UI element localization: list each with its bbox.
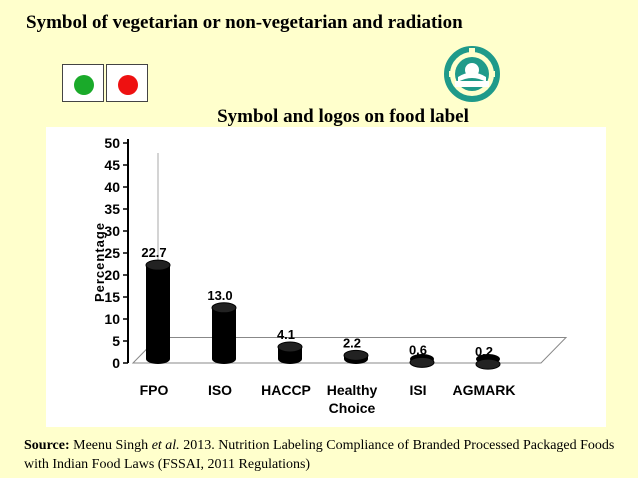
y-tick-label: 50	[104, 135, 120, 151]
slide-title: Symbol of vegetarian or non-vegetarian a…	[26, 12, 463, 33]
bar-top	[343, 349, 369, 361]
y-tick-label: 45	[104, 157, 120, 173]
data-label: 2.2	[343, 335, 361, 350]
bar-base	[146, 354, 170, 364]
x-tick-label: Healthy Choice	[327, 382, 378, 416]
bar-top	[211, 302, 237, 314]
radura-icon	[444, 46, 500, 102]
x-tick-label: ISO	[208, 382, 232, 398]
x-tick-label: HACCP	[261, 382, 311, 398]
bar	[146, 265, 170, 359]
bar-chart: 0 5 10 15 20 25 30 35 40 45 50 22.7 FPO 13.0 ISO 4.1 HA…	[92, 135, 568, 416]
bar-base	[278, 354, 302, 364]
chart-panel: 0 5 10 15 20 25 30 35 40 45 50 22.7 FPO 13.0 ISO 4.1 HA…	[46, 127, 606, 427]
veg-dot-icon	[74, 75, 94, 95]
y-axis-label: Percentage	[92, 222, 107, 302]
bar-top	[145, 259, 171, 271]
bar	[212, 307, 236, 359]
non-veg-symbol	[106, 64, 148, 102]
non-veg-dot-icon	[118, 75, 138, 95]
x-tick-label: AGMARK	[453, 382, 516, 398]
y-tick-label: 35	[104, 201, 120, 217]
data-label: 4.1	[277, 327, 295, 342]
y-tick-label: 5	[112, 333, 120, 349]
x-tick-label: ISI	[409, 382, 426, 398]
bar-top	[277, 341, 303, 353]
source-author: Meenu Singh	[73, 438, 149, 453]
y-tick-label: 40	[104, 179, 120, 195]
source-etal: et al.	[151, 438, 180, 453]
bar-top	[475, 358, 501, 370]
data-label: 22.7	[141, 245, 166, 260]
y-tick-label: 10	[104, 311, 120, 327]
data-label: 13.0	[207, 288, 232, 303]
y-tick-label: 15	[104, 289, 120, 305]
radiation-logo	[444, 46, 500, 102]
y-tick-label: 30	[104, 223, 120, 239]
source-citation: Source: Meenu Singh et al. 2013. Nutriti…	[24, 436, 624, 474]
y-tick-label: 25	[104, 245, 120, 261]
bar-top	[409, 356, 435, 368]
source-label: Source:	[24, 438, 70, 453]
veg-symbol	[62, 64, 104, 102]
source-text: 2013. Nutrition Labeling Compliance of B…	[24, 438, 615, 472]
chart-title: Symbol and logos on food label	[217, 106, 469, 127]
y-tick-label: 20	[104, 267, 120, 283]
y-tick-label: 0	[112, 355, 120, 371]
bar-base	[212, 354, 236, 364]
x-tick-label: FPO	[140, 382, 169, 398]
data-label: 0.6	[409, 342, 427, 357]
data-label: 0.2	[475, 344, 493, 359]
